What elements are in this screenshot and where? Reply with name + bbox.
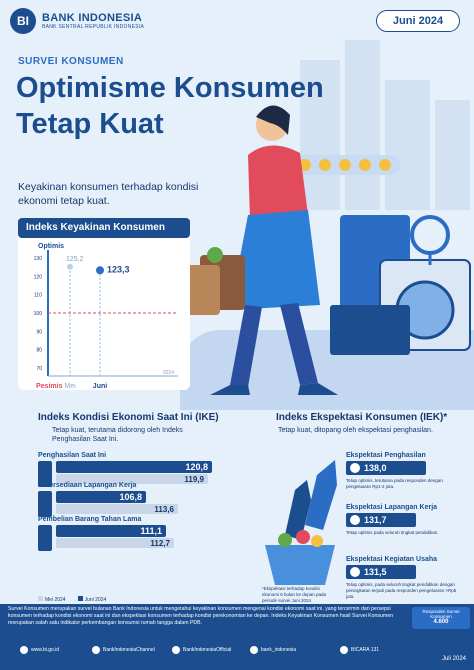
data-label: 123,3 — [107, 264, 130, 274]
ike-bar-mei: 113,6 — [56, 504, 178, 514]
city-building — [385, 80, 430, 210]
ike-item-icon — [38, 461, 52, 487]
iek-item: Ekspektasi Lapangan Kerja 131,7 Tetap op… — [346, 504, 464, 536]
y-tick-label: 120 — [34, 274, 43, 280]
iek-item-note: Tetap optimis pada seluruh tingkat pendi… — [346, 530, 439, 535]
shopping-basket-illustration — [265, 460, 337, 585]
ike-item-icon — [38, 525, 52, 551]
woman-shirt — [248, 145, 308, 220]
social-link[interactable]: BankIndonesiaOfficial — [172, 646, 231, 654]
iek-item-label: Ekspektasi Penghasilan — [346, 452, 426, 459]
iek-title: Indeks Ekspektasi Konsumen (IEK)* — [276, 412, 448, 423]
woman-skirt — [230, 210, 320, 310]
iek-item-bar: 138,0 — [346, 461, 426, 475]
ike-bar-mei: 119,9 — [56, 474, 208, 484]
optimis-label: Optimis — [38, 243, 64, 250]
bank-tagline: BANK SENTRAL REPUBLIK INDONESIA — [42, 24, 145, 30]
iek-item-note: Tetap optimis, pada seluruh tingkat pend… — [346, 582, 457, 599]
ike-bar-juni: 120,8 — [56, 461, 212, 473]
youtube-icon — [92, 646, 100, 654]
y-tick-label: 80 — [36, 348, 42, 354]
ike-item-label: Penghasilan Saat Ini — [38, 452, 107, 459]
legend-juni: Juni 2024 — [77, 596, 106, 603]
social-link[interactable]: www.bi.go.id — [20, 646, 59, 654]
ike-bar-juni: 111,1 — [56, 525, 166, 537]
iek-item-label: Ekspektasi Lapangan Kerja — [346, 504, 438, 511]
x-tick-label: Juni — [93, 383, 107, 390]
ike-item-label: Pembelian Barang Tahan Lama — [38, 516, 142, 523]
footer — [0, 604, 474, 670]
ike-item: Ketersediaan Lapangan Kerja 106,8 113,6 — [38, 482, 248, 517]
ike-item: Penghasilan Saat Ini 120,8 119,9 — [38, 452, 248, 487]
iek-icon — [350, 515, 360, 525]
facebook-icon — [172, 646, 180, 654]
city-building — [345, 40, 380, 210]
ike-subtitle: Tetap kuat, terutama didorong oleh Indek… — [52, 427, 183, 443]
page-title: Optimisme Konsumen Tetap Kuat — [16, 70, 336, 142]
television-icon — [330, 305, 410, 355]
social-link[interactable]: BankIndonesiaChannel — [92, 646, 155, 654]
ike-item-icon — [38, 491, 52, 517]
footer-text: Survei Konsumen merupakan survei bulanan… — [8, 606, 393, 626]
iek-icon — [350, 567, 360, 577]
y-tick-label: 110 — [34, 293, 42, 299]
data-point — [96, 266, 104, 275]
ikk-heading: Indeks Keyakinan Konsumen — [18, 218, 190, 238]
fan-icon — [410, 215, 450, 255]
data-point — [67, 263, 73, 270]
iek-item-label: Ekspektasi Kegiatan Usaha — [346, 556, 438, 563]
iek-footnote: *Ekspektasi terhadap kondisi ekonomi 6 b… — [262, 586, 327, 603]
ike-title: Indeks Kondisi Ekonomi Saat Ini (IKE) — [38, 412, 219, 423]
date-badge: Juni 2024 — [376, 10, 460, 32]
iek-item-note: Tetap optimis, terutama pada responden d… — [346, 478, 443, 489]
ike-bar-juni: 106,8 — [56, 491, 146, 503]
iek-subtitle: Tetap kuat, ditopang oleh ekspektasi pen… — [278, 427, 433, 434]
ikk-chart-card — [18, 222, 190, 390]
legend-mei: Mei 2024 — [38, 596, 66, 603]
y-tick-label: 90 — [36, 329, 42, 335]
iek-item: Ekspektasi Penghasilan 138,0 Tetap optim… — [346, 452, 464, 490]
instagram-icon — [250, 646, 258, 654]
iek-item-bar: 131,5 — [346, 565, 416, 579]
y-tick-label: 100 — [34, 311, 43, 317]
pesimis-label: Pesimis — [36, 383, 63, 390]
title-line-1: Optimisme Konsumen — [16, 72, 324, 104]
responden-title: Responden Survei Konsumen — [422, 609, 460, 619]
iek-item-bar: 131,7 — [346, 513, 416, 527]
globe-icon — [20, 646, 28, 654]
ikk-chart: Optimis Pesimis 70 80 90 100 110 120 130 125,2 Mei… — [34, 243, 178, 390]
ike-item-label: Ketersediaan Lapangan Kerja — [38, 482, 137, 489]
footer-date: Juli 2024 — [441, 656, 466, 662]
city-building — [435, 100, 470, 210]
responden-value: 4.600 — [433, 619, 449, 625]
kicker: SURVEI KONSUMEN — [18, 56, 124, 67]
bi-logo-icon: BI — [10, 8, 36, 34]
y-tick-label: 130 — [34, 256, 43, 262]
rating-stars-icon — [290, 155, 400, 175]
iek-icon — [350, 463, 360, 473]
responden-box: Responden Survei Konsumen 4.600 — [412, 607, 470, 629]
social-link[interactable]: BICARA 131 — [340, 646, 379, 654]
data-label: 125,2 — [66, 256, 84, 263]
x-tick-label: Mei — [64, 383, 76, 390]
iek-item: Ekspektasi Kegiatan Usaha 131,5 Tetap op… — [346, 556, 464, 600]
bank-name: BANK INDONESIA — [42, 12, 143, 24]
shopper-illustration — [190, 105, 471, 395]
social-link[interactable]: bank_indonesia — [250, 646, 296, 654]
y-tick-label: 70 — [36, 366, 42, 372]
city-building — [300, 60, 340, 210]
ike-item: Pembelian Barang Tahan Lama 111,1 112,7 — [38, 516, 248, 551]
lead-text: Keyakinan konsumen terhadap kondisi ekon… — [18, 181, 199, 207]
year-label: 2024 — [163, 370, 174, 376]
ike-bar-mei: 112,7 — [56, 538, 174, 548]
title-line-2: Tetap Kuat — [16, 108, 164, 140]
ike-legend: Mei 2024 Juni 2024 — [38, 596, 106, 603]
phone-icon — [340, 646, 348, 654]
bank-logo: BI BANK INDONESIA BANK SENTRAL REPUBLIK … — [10, 8, 144, 34]
